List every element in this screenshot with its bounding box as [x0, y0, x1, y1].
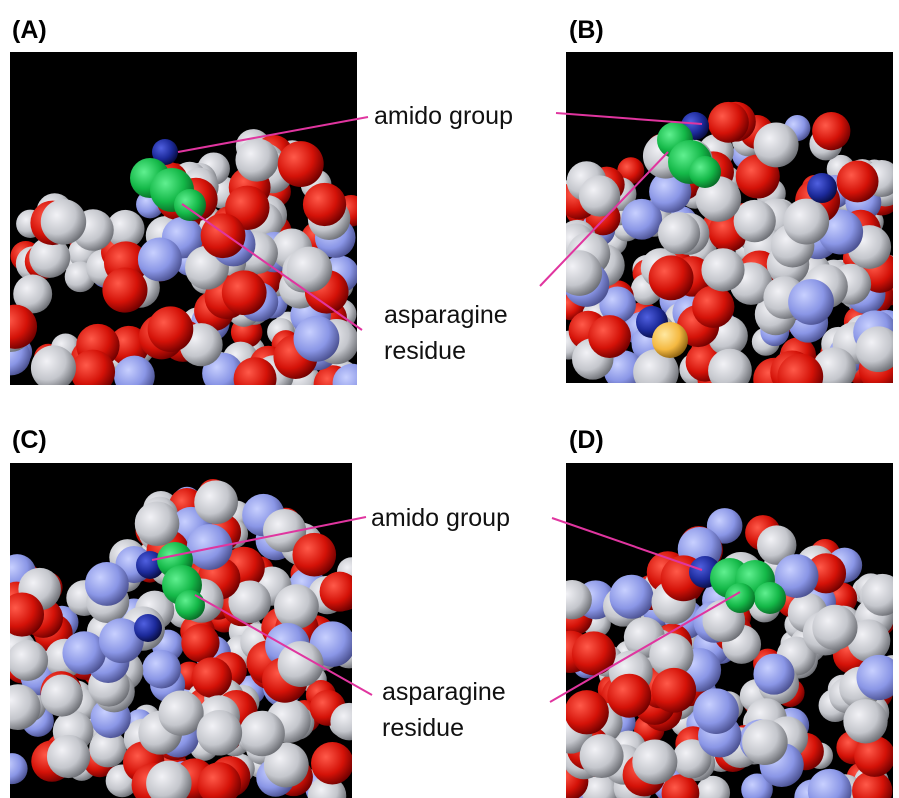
- atom: [31, 345, 76, 390]
- atom: [235, 138, 278, 181]
- molecule-panel: [0, 52, 371, 404]
- asparagine-atom: [175, 590, 205, 620]
- atom: [788, 279, 834, 325]
- atom: [553, 580, 592, 619]
- atom: [294, 316, 340, 362]
- atom: [701, 248, 744, 291]
- atom: [292, 533, 336, 577]
- panel-label: (C): [12, 426, 47, 454]
- atom: [837, 160, 879, 202]
- atom: [148, 306, 194, 352]
- asparagine-atom: [689, 156, 721, 188]
- atom: [0, 592, 44, 636]
- atom: [649, 255, 694, 300]
- atom: [138, 237, 182, 281]
- atom: [565, 690, 609, 734]
- atom: [754, 122, 799, 167]
- atom: [187, 524, 233, 570]
- atom: [693, 688, 739, 734]
- atom: [303, 183, 346, 226]
- atom: [191, 657, 232, 698]
- panel-label: (A): [12, 16, 47, 44]
- atom: [102, 267, 147, 312]
- atom: [311, 742, 354, 785]
- atom: [783, 199, 829, 245]
- atom: [708, 102, 749, 143]
- atom: [287, 247, 333, 293]
- atom: [197, 710, 243, 756]
- atom: [807, 173, 837, 203]
- atom: [181, 624, 219, 662]
- atom: [777, 354, 823, 400]
- atom: [609, 575, 653, 619]
- atom: [320, 572, 360, 612]
- atom: [330, 703, 367, 740]
- annotation: asparagine: [382, 678, 506, 706]
- atom: [234, 357, 277, 400]
- atom: [7, 640, 48, 681]
- atom: [843, 699, 887, 743]
- molecule-panel: [555, 52, 899, 400]
- atom: [274, 584, 319, 629]
- atom: [651, 668, 696, 713]
- atom: [158, 690, 203, 735]
- atom: [652, 322, 688, 358]
- figure: (A) (B) (C) (D) amido group asparagine r…: [0, 0, 899, 798]
- atom: [579, 175, 620, 216]
- atom: [41, 675, 83, 717]
- annotation: asparagine: [384, 301, 508, 329]
- atom: [41, 199, 86, 244]
- asparagine-atom: [754, 582, 786, 614]
- annotation: residue: [382, 714, 464, 742]
- atom: [742, 719, 788, 765]
- atom: [753, 654, 794, 695]
- atom: [239, 711, 285, 757]
- atom: [85, 562, 129, 606]
- atom: [134, 614, 162, 642]
- atom: [135, 501, 180, 546]
- atom: [607, 674, 651, 718]
- atom: [708, 349, 752, 393]
- asparagine-atom: [174, 189, 206, 221]
- atom: [142, 650, 181, 689]
- atom: [812, 112, 850, 150]
- atom: [632, 739, 677, 784]
- annotation: amido group: [374, 102, 513, 130]
- atom: [692, 286, 734, 328]
- molecule-panel: [0, 463, 368, 798]
- atom: [580, 734, 624, 778]
- panel-label: (D): [569, 426, 604, 454]
- atom: [71, 350, 115, 394]
- panel-label: (B): [569, 16, 604, 44]
- atom: [222, 270, 267, 315]
- molecule-panel: [549, 463, 899, 798]
- atom: [201, 213, 246, 258]
- atom: [812, 605, 857, 650]
- atom: [588, 315, 631, 358]
- atom: [333, 364, 372, 403]
- atom: [114, 356, 155, 397]
- atom: [658, 212, 700, 254]
- annotation: amido group: [371, 504, 510, 532]
- annotation: residue: [384, 337, 466, 365]
- atom: [194, 480, 238, 524]
- atom: [556, 250, 602, 296]
- atom: [47, 735, 90, 778]
- atom: [278, 141, 324, 187]
